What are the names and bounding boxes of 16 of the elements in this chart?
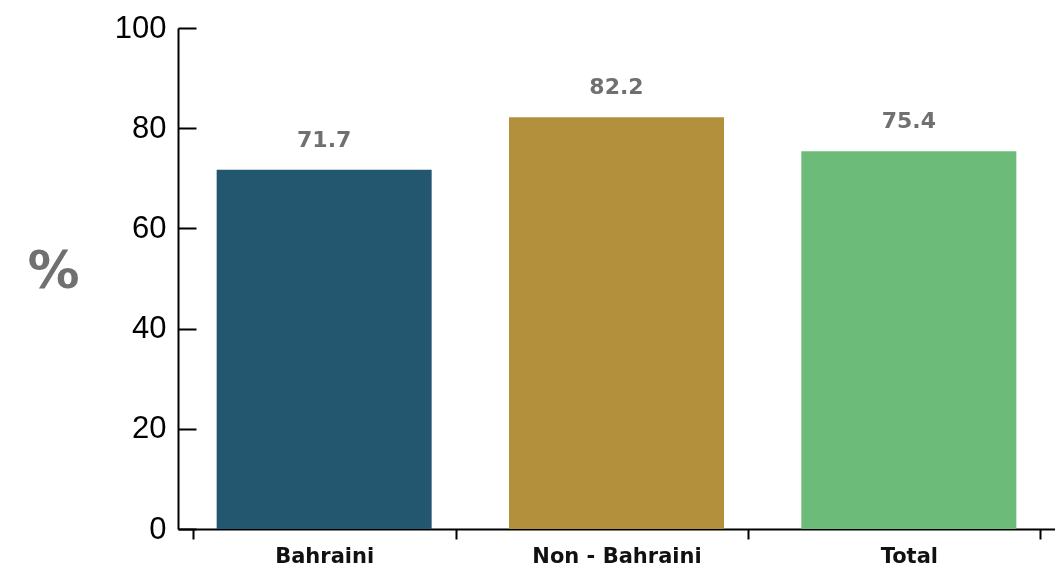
y-tick-label: 80 xyxy=(132,109,167,145)
data-label: 75.4 xyxy=(881,108,936,134)
y-tick-label: 0 xyxy=(149,510,167,546)
bar xyxy=(801,151,1017,529)
y-tick-label: 20 xyxy=(132,410,167,446)
y-axis-title: % xyxy=(27,239,80,300)
x-tick-label: Total xyxy=(880,543,939,568)
x-tick-label: Non - Bahraini xyxy=(532,543,702,568)
bar xyxy=(509,117,724,529)
data-label: 71.7 xyxy=(297,126,352,152)
y-tick-label: 100 xyxy=(114,9,167,45)
x-tick-label: Bahraini xyxy=(275,543,375,568)
data-label: 82.2 xyxy=(589,74,644,100)
y-tick-label: 40 xyxy=(132,310,167,346)
bar xyxy=(216,169,432,529)
y-tick-label: 60 xyxy=(132,209,167,245)
